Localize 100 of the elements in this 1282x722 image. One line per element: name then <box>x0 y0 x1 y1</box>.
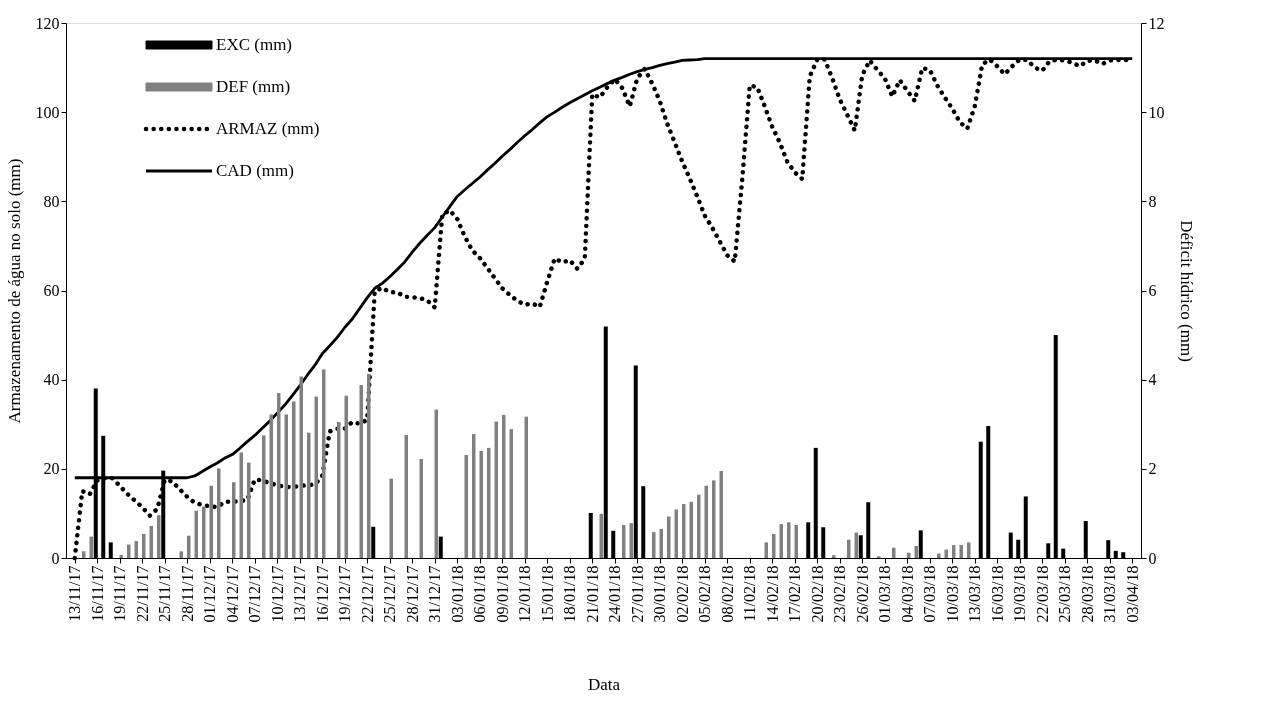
x-tick-label: 19/11/17 <box>111 565 129 622</box>
bar <box>892 547 896 558</box>
x-tick-label: 13/11/17 <box>66 565 84 622</box>
x-tick-label: 27/01/18 <box>628 565 646 623</box>
bar <box>202 506 206 558</box>
x-tick-label: 28/12/17 <box>403 565 421 623</box>
x-tick-label: 10/12/17 <box>268 565 286 623</box>
x-tick-label: 06/01/18 <box>471 565 489 623</box>
bar <box>787 522 791 558</box>
bar <box>967 542 971 558</box>
y2-tick-label: 2 <box>1148 460 1157 478</box>
x-tick-label: 10/03/18 <box>943 565 961 623</box>
bar <box>179 551 183 558</box>
y2-tick-label: 8 <box>1148 192 1157 210</box>
x-tick-label: 07/12/17 <box>246 565 264 623</box>
bar <box>277 393 281 558</box>
bar <box>472 434 476 558</box>
y2-tick-label: 6 <box>1148 282 1157 299</box>
y-axis-title: Armazenamento de água no solo (mm) <box>4 158 24 424</box>
x-tick-label: 04/03/18 <box>898 565 916 623</box>
y-tick-label: 120 <box>35 14 60 32</box>
x-tick-label: 23/02/18 <box>831 565 849 623</box>
bar <box>952 545 956 558</box>
bar <box>487 447 491 558</box>
bar <box>832 555 836 558</box>
bar <box>337 422 341 558</box>
x-tick-label: 15/01/18 <box>538 565 556 623</box>
x-tick-label: 19/12/17 <box>336 565 354 623</box>
bar <box>307 432 311 558</box>
y-tick-label: 100 <box>35 103 60 121</box>
x-tick-label: 12/01/18 <box>516 565 534 623</box>
y-tick-label: 20 <box>43 460 60 478</box>
y2-tick-label: 12 <box>1148 14 1165 32</box>
y-tick-label: 40 <box>43 371 60 389</box>
y2-axis-title: Déficit hídrico (mm) <box>1176 220 1196 362</box>
x-tick-label: 31/03/18 <box>1101 565 1119 623</box>
x-tick-label: 04/12/17 <box>223 565 241 623</box>
bar <box>937 553 941 558</box>
x-tick-label: 11/02/18 <box>741 565 759 622</box>
x-tick-label: 18/01/18 <box>561 565 579 623</box>
bar <box>622 525 626 558</box>
x-tick-label: 01/12/17 <box>201 565 219 623</box>
x-tick-label: 16/12/17 <box>313 565 331 623</box>
x-tick-label: 28/11/17 <box>178 565 196 622</box>
y-tick-label: 80 <box>43 192 60 210</box>
bar <box>187 535 191 558</box>
x-tick-label: 30/01/18 <box>651 565 669 623</box>
bar <box>247 462 251 558</box>
bar <box>322 369 326 558</box>
x-tick-label: 25/11/17 <box>156 565 174 622</box>
x-tick-label: 13/12/17 <box>291 565 309 623</box>
x-tick-label: 31/12/17 <box>426 565 444 623</box>
x-tick-label: 20/02/18 <box>808 565 826 623</box>
x-tick-label: 25/03/18 <box>1056 565 1074 623</box>
x-tick-label: 21/01/18 <box>583 565 601 623</box>
x-tick-label: 22/03/18 <box>1033 565 1051 623</box>
y-tick-label: 0 <box>51 549 60 567</box>
y2-tick-label: 0 <box>1148 549 1157 567</box>
x-tick-label: 17/02/18 <box>786 565 804 623</box>
x-tick-label: 22/11/17 <box>133 565 151 622</box>
x-axis-title: Data <box>587 675 621 695</box>
y-tick-label: 60 <box>43 282 60 299</box>
bar <box>367 373 371 558</box>
legend-label: CAD (mm) <box>216 161 294 180</box>
bar <box>292 401 296 558</box>
y2-tick-label: 10 <box>1148 103 1165 121</box>
x-tick-label: 08/02/18 <box>718 565 736 623</box>
bar <box>682 504 686 558</box>
bar <box>82 551 86 558</box>
bar <box>217 468 221 558</box>
x-tick-label: 13/03/18 <box>966 565 984 623</box>
bar <box>712 480 716 558</box>
bar <box>772 533 776 558</box>
x-tick-label: 24/01/18 <box>606 565 624 623</box>
x-tick-label: 22/12/17 <box>358 565 376 623</box>
legend-label: ARMAZ (mm) <box>216 119 320 138</box>
bar <box>847 539 851 558</box>
y2-tick-label: 4 <box>1148 371 1157 389</box>
bar <box>142 533 146 558</box>
x-tick-label: 28/03/18 <box>1078 565 1096 623</box>
bar <box>502 414 506 558</box>
legend-label: DEF (mm) <box>216 77 291 96</box>
x-tick-label: 25/12/17 <box>381 565 399 623</box>
bar <box>907 552 911 558</box>
x-tick-label: 26/02/18 <box>853 565 871 623</box>
x-tick-label: 03/01/18 <box>448 565 466 623</box>
x-tick-label: 16/03/18 <box>988 565 1006 623</box>
legend-label: EXC (mm) <box>216 35 293 54</box>
x-tick-label: 09/01/18 <box>493 565 511 623</box>
bar <box>697 494 701 558</box>
x-tick-label: 19/03/18 <box>1011 565 1029 623</box>
bar <box>127 544 131 558</box>
x-tick-label: 02/02/18 <box>673 565 691 623</box>
x-tick-label: 16/11/17 <box>88 565 106 622</box>
bar <box>652 532 656 558</box>
bar <box>262 435 266 558</box>
bar <box>667 516 671 558</box>
x-tick-label: 05/02/18 <box>696 565 714 623</box>
x-tick-label: 07/03/18 <box>921 565 939 623</box>
x-tick-label: 01/03/18 <box>876 565 894 623</box>
